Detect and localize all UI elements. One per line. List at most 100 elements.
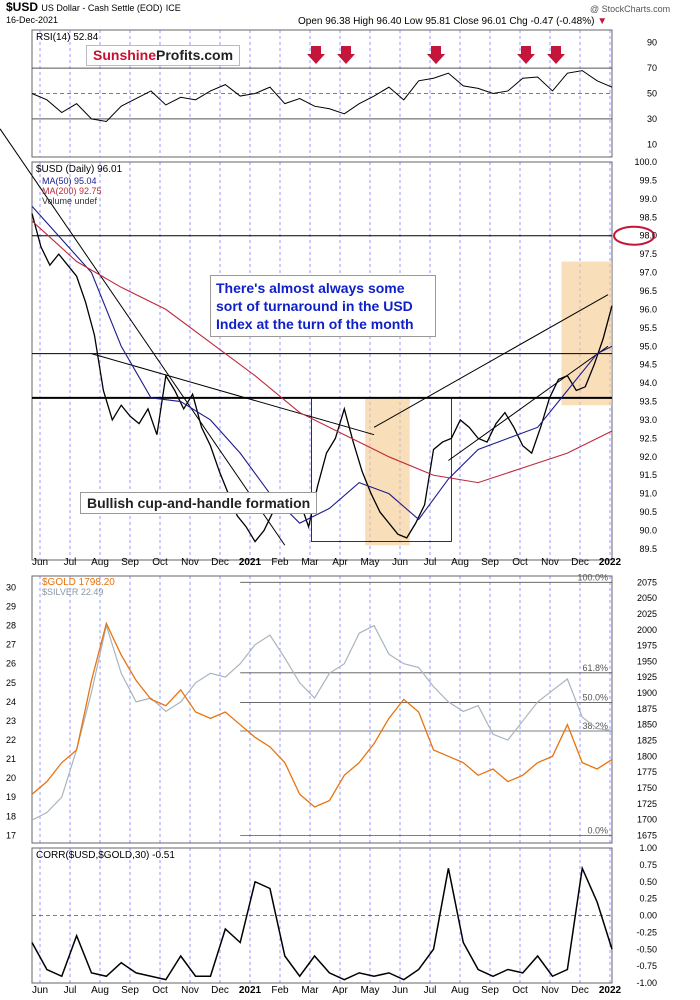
x-tick-label: Aug [451, 557, 469, 568]
x-tick-label: Aug [91, 985, 109, 996]
exchange: ICE [165, 3, 181, 13]
usd-y-tick: 98.0 [639, 231, 657, 241]
usd-y-tick: 97.5 [639, 249, 657, 259]
symbol: $USD [6, 0, 39, 14]
fib-level-label: 0.0% [587, 825, 608, 835]
x-tick-label: Sep [481, 557, 499, 568]
corr-title: CORR($USD,$GOLD,30) -0.51 [36, 850, 175, 861]
trendline [0, 128, 286, 546]
usd-y-tick: 91.5 [639, 470, 657, 480]
corr-y-tick: 1.00 [639, 843, 657, 853]
corr-line [31, 865, 613, 981]
low-label: Low [404, 16, 423, 27]
gs-y-tick-right: 1725 [637, 799, 657, 809]
usd-y-tick: 94.5 [639, 360, 657, 370]
x-tick-label: Aug [451, 985, 469, 996]
close-value: 96.01 [481, 16, 507, 27]
x-tick-label: 2022 [599, 985, 622, 996]
rsi-down-arrow-icon [337, 46, 355, 64]
x-tick-label: Dec [571, 985, 589, 996]
pattern-note: Bullish cup-and-handle formation [80, 492, 318, 514]
x-tick-label: Dec [211, 985, 229, 996]
handle-box [311, 397, 452, 542]
usd-y-tick: 90.5 [639, 507, 657, 517]
gold-legend: $GOLD 1798.20 [42, 577, 115, 588]
usd-y-tick: 97.0 [639, 268, 657, 278]
target-ellipse-icon [613, 225, 655, 246]
gs-y-tick-left: 23 [6, 716, 16, 726]
usd-legend-item: MA(50) 95.04 [42, 176, 97, 186]
trendline [373, 294, 609, 428]
corr-y-tick: -1.00 [636, 978, 657, 988]
usd-y-tick: 100.0 [634, 157, 657, 167]
x-tick-label: Dec [211, 557, 229, 568]
usd-y-tick: 96.5 [639, 286, 657, 296]
high-value: 96.40 [376, 16, 402, 27]
rsi-y-tick: 30 [647, 114, 657, 124]
x-tick-label: Nov [181, 557, 199, 568]
rsi-down-arrow-icon [307, 46, 325, 64]
x-tick-label: Feb [271, 557, 289, 568]
gs-y-tick-left: 22 [6, 735, 16, 745]
x-tick-label: Jun [392, 985, 408, 996]
x-tick-label: Nov [541, 557, 559, 568]
rsi-y-tick: 70 [647, 63, 657, 73]
corr-y-tick: 0.25 [639, 894, 657, 904]
usd-y-tick: 95.5 [639, 323, 657, 333]
usd-series-ma200 [31, 220, 613, 484]
silver-line [31, 623, 613, 821]
high-label: High [353, 16, 374, 27]
gs-y-tick-left: 17 [6, 830, 16, 840]
turnaround-note: There's almost always some sort of turna… [210, 275, 436, 337]
gs-y-tick-right: 1925 [637, 672, 657, 682]
fib-level-label: 61.8% [582, 663, 608, 673]
x-tick-label: Apr [332, 985, 348, 996]
rsi-title: RSI(14) 52.84 [36, 32, 99, 43]
x-tick-label: Sep [121, 557, 139, 568]
usd-series-price [31, 213, 613, 543]
x-tick-label: Aug [91, 557, 109, 568]
chart-header: $USD US Dollar - Cash Settle (EOD) ICE [6, 0, 181, 14]
silver-legend: $SILVER 22.49 [42, 587, 103, 597]
x-tick-label: 2021 [239, 985, 262, 996]
credit: @ StockCharts.com [590, 4, 671, 14]
gs-y-tick-left: 26 [6, 659, 16, 669]
usd-y-tick: 93.5 [639, 397, 657, 407]
chg-value: -0.47 (-0.48%) [530, 16, 595, 27]
usd-y-tick: 99.0 [639, 194, 657, 204]
chg-label: Chg [509, 16, 528, 27]
usd-y-tick: 99.5 [639, 175, 657, 185]
x-tick-label: Jun [32, 985, 48, 996]
x-tick-label: Jun [32, 557, 48, 568]
gs-y-tick-right: 1975 [637, 641, 657, 651]
gs-y-tick-left: 24 [6, 697, 16, 707]
low-value: 95.81 [425, 16, 451, 27]
gs-y-tick-right: 1700 [637, 815, 657, 825]
usd-y-tick: 93.0 [639, 415, 657, 425]
gs-y-tick-right: 1850 [637, 720, 657, 730]
corr-y-tick: -0.50 [636, 944, 657, 954]
x-tick-label: Jun [392, 557, 408, 568]
gs-y-tick-left: 20 [6, 773, 16, 783]
gs-y-tick-right: 1750 [637, 783, 657, 793]
gs-y-tick-right: 1900 [637, 688, 657, 698]
corr-y-tick: -0.25 [636, 927, 657, 937]
x-tick-label: Jul [424, 557, 437, 568]
ohlc-readout: Open 96.38 High 96.40 Low 95.81 Close 96… [298, 16, 607, 27]
rsi-down-arrow-icon [517, 46, 535, 64]
x-tick-label: Jul [424, 985, 437, 996]
description: US Dollar - Cash Settle (EOD) [41, 3, 163, 13]
open-value: 96.38 [325, 16, 351, 27]
usd-y-tick: 96.0 [639, 304, 657, 314]
x-tick-label: Oct [152, 557, 168, 568]
trendline [91, 353, 375, 436]
corr-y-tick: 0.75 [639, 860, 657, 870]
rsi-y-tick: 90 [647, 38, 657, 48]
x-tick-label: Oct [512, 557, 528, 568]
usd-y-tick: 90.0 [639, 526, 657, 536]
watermark-logo: SunshineProfits.com [86, 45, 241, 66]
usd-legend-item: Volume undef [42, 196, 98, 206]
gs-y-tick-left: 28 [6, 621, 16, 631]
watermark-part1: Sunshine [93, 47, 157, 63]
